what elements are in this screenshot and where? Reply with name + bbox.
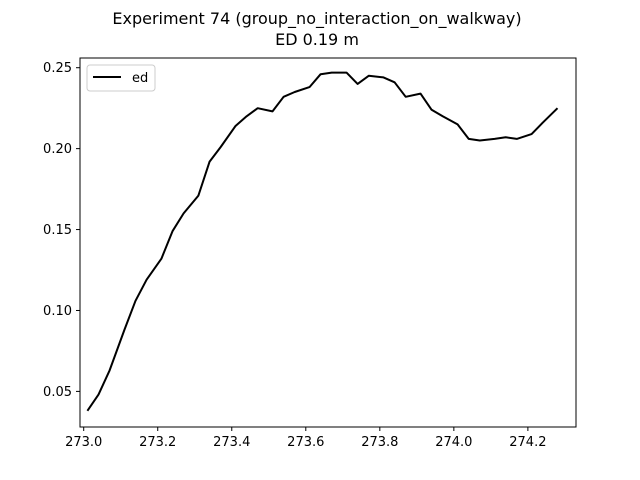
data-point	[123, 329, 125, 331]
data-point	[457, 123, 459, 125]
data-point	[234, 125, 236, 127]
data-point	[331, 72, 333, 74]
data-point	[383, 76, 385, 78]
data-point	[209, 161, 211, 163]
axis-ticks: 273.0 273.2 273.4 273.6 273.8 274.0 274.2 0.05 0…	[43, 61, 546, 450]
data-point	[172, 230, 174, 232]
y-tick-label: 0.10	[43, 304, 72, 319]
data-point	[479, 140, 481, 142]
x-tick-label: 273.4	[213, 435, 250, 450]
data-point	[220, 146, 222, 148]
data-point	[357, 83, 359, 85]
data-point	[135, 300, 137, 302]
data-point	[271, 110, 273, 112]
data-point	[494, 138, 496, 140]
chart-title: Experiment 74 (group_no_interaction_on_w…	[112, 9, 521, 29]
chart-subtitle: ED 0.19 m	[275, 30, 359, 49]
series-layer	[86, 71, 559, 412]
data-point	[109, 369, 111, 371]
data-point	[531, 133, 533, 135]
x-tick-label: 274.0	[435, 435, 472, 450]
data-point	[431, 109, 433, 111]
data-point	[257, 107, 259, 109]
legend-label-ed: ed	[132, 71, 148, 86]
data-point	[183, 212, 185, 214]
data-point	[98, 394, 100, 396]
data-point	[246, 115, 248, 117]
legend: ed	[86, 64, 156, 92]
x-tick-label: 273.6	[287, 435, 324, 450]
data-point	[505, 136, 507, 138]
series-line-ed	[86, 71, 559, 412]
x-tick-label: 273.0	[65, 435, 102, 450]
data-point	[516, 138, 518, 140]
data-point	[320, 73, 322, 75]
y-tick-label: 0.20	[43, 142, 72, 157]
y-tick-label: 0.05	[43, 385, 72, 400]
data-point	[556, 107, 558, 109]
data-point	[160, 258, 162, 260]
y-tick-label: 0.25	[43, 61, 72, 76]
data-point	[86, 410, 88, 412]
x-tick-label: 273.2	[139, 435, 176, 450]
data-point	[294, 91, 296, 93]
x-tick-label: 273.8	[361, 435, 398, 450]
data-point	[442, 115, 444, 117]
data-point	[468, 138, 470, 140]
data-point	[308, 86, 310, 88]
data-point	[394, 81, 396, 83]
data-point	[146, 279, 148, 281]
data-point	[283, 96, 285, 98]
plot-frame	[79, 57, 577, 428]
x-tick-label: 274.2	[509, 435, 546, 450]
data-point	[542, 122, 544, 124]
data-point	[197, 195, 199, 197]
data-point	[346, 72, 348, 74]
y-tick-label: 0.15	[43, 223, 72, 238]
data-point	[405, 96, 407, 98]
data-point	[368, 75, 370, 77]
data-point	[420, 93, 422, 95]
